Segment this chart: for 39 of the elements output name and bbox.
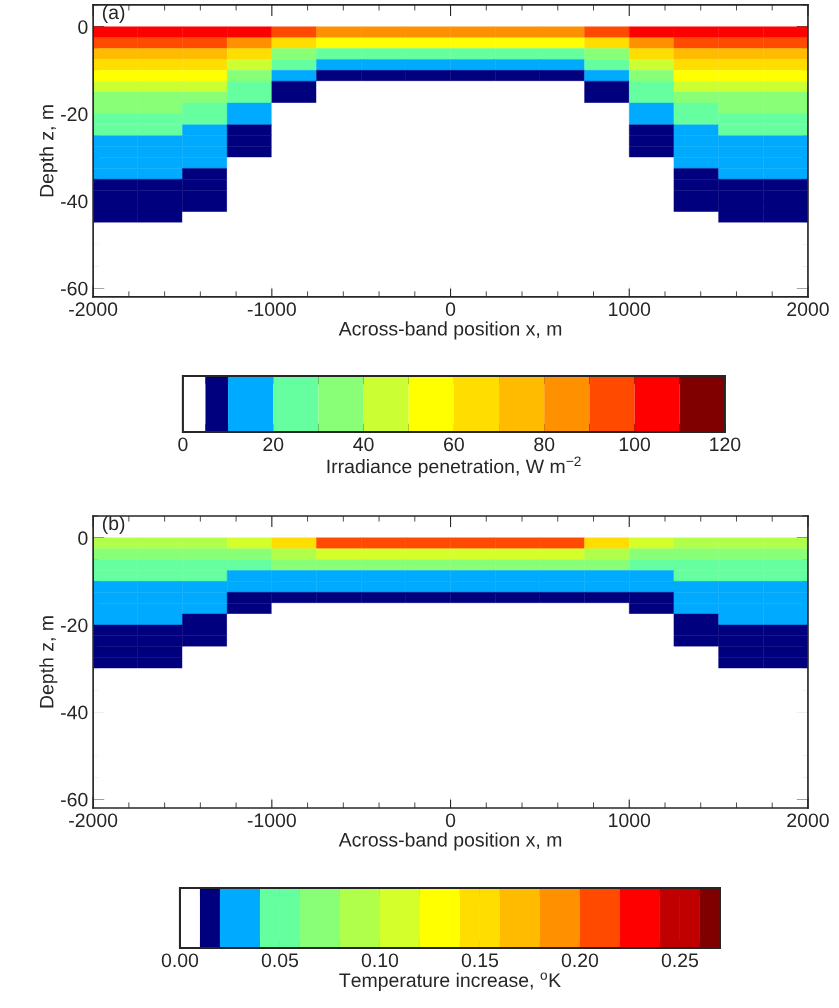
annotation: (b) [102, 516, 125, 535]
x-tick-label: -1000 [247, 302, 296, 317]
y-tick-label: -20 [61, 107, 88, 122]
y-tick-label: -40 [61, 194, 88, 209]
y-tick-label: 0 [78, 531, 88, 546]
color-bar-label: 0.15 [461, 953, 499, 968]
color-bar-label: 80 [534, 437, 555, 452]
color-bar-label: 60 [444, 437, 464, 452]
y-tick-label: 0 [78, 20, 88, 34]
color-bar-label: 0.25 [661, 953, 699, 968]
x-tick-label: -2000 [69, 813, 118, 828]
color-bar-label: 100 [619, 437, 651, 452]
y-axis-title: Depth z, m [39, 616, 58, 708]
x-tick-label: 2000 [787, 302, 829, 317]
color-bar-label: 0.05 [261, 953, 299, 968]
color-bar-label: 120 [710, 437, 741, 452]
x-tick-label: 1000 [609, 813, 651, 828]
color-bar-label: 0 [178, 437, 188, 452]
x-tick-label: 0 [445, 302, 456, 317]
annotation: (a) [102, 4, 125, 24]
y-tick-label: -60 [61, 792, 88, 807]
color-bar-label: 0.20 [561, 953, 599, 968]
color-bar-title: Temperature increase, $^{o}$K [339, 972, 561, 991]
x-tick-label: 2000 [787, 813, 829, 828]
x-tick-label: -1000 [247, 813, 296, 828]
x-tick-label: 0 [445, 813, 456, 828]
color-bar-label: 20 [263, 437, 284, 452]
color-bar-title: Irradiance penetration, W m$^{−2}$ [327, 456, 581, 478]
y-axis-title: Depth z, m [39, 105, 58, 197]
y-tick-label: -20 [61, 618, 88, 633]
y-tick-label: -60 [61, 281, 88, 296]
color-bar-label: 0.10 [361, 953, 399, 968]
color-bar-label: 0.00 [161, 953, 199, 968]
x-axis-title: Across-band position x, m [338, 321, 562, 340]
color-bar-label: 40 [353, 437, 374, 452]
x-axis-title: Across-band position x, m [338, 832, 562, 851]
x-tick-label: -2000 [69, 302, 118, 317]
y-tick-label: -40 [61, 705, 88, 720]
x-tick-label: 1000 [609, 302, 651, 317]
